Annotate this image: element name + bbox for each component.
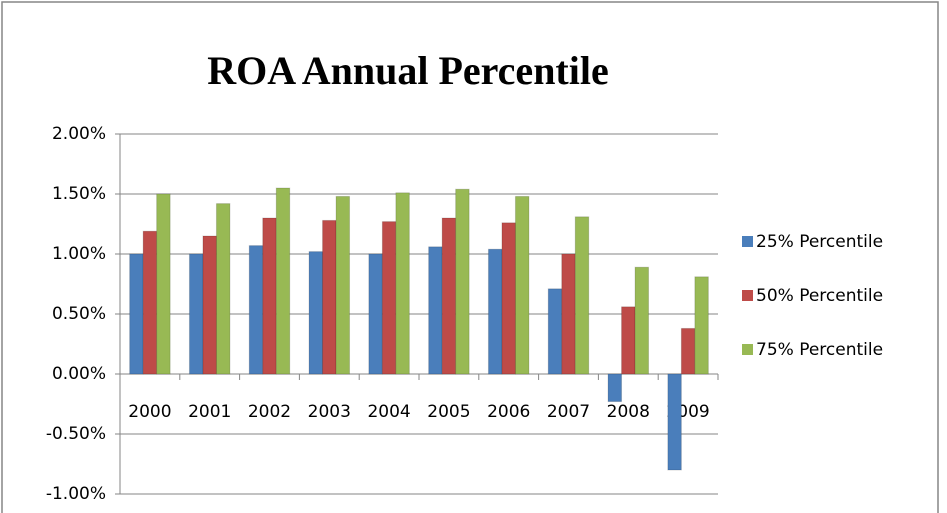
x-tick-label: 2007 — [547, 402, 590, 422]
bar — [680, 327, 696, 375]
bar — [634, 266, 650, 375]
y-tick-label: -1.00% — [46, 484, 106, 504]
bar — [381, 221, 397, 375]
x-tick-label: 2003 — [308, 402, 351, 422]
bar — [262, 217, 277, 375]
legend-swatch — [742, 290, 753, 301]
y-tick-label: 1.00% — [52, 244, 106, 264]
y-tick-label: -0.50% — [46, 424, 106, 444]
x-tick-label: 2000 — [128, 402, 171, 422]
y-tick-label: 2.00% — [52, 124, 106, 144]
bar — [248, 245, 264, 375]
legend-swatch — [742, 344, 753, 355]
y-tick-label: 1.50% — [52, 184, 106, 204]
y-tick-label: 0.50% — [52, 304, 106, 324]
bar — [694, 276, 709, 375]
bar — [322, 219, 337, 375]
bar — [455, 188, 470, 375]
legend-label: 75% Percentile — [756, 340, 883, 360]
x-tick-label: 2004 — [367, 402, 410, 422]
x-tick-label: 2002 — [248, 402, 291, 422]
legend-label: 25% Percentile — [756, 232, 883, 252]
bar — [514, 195, 530, 375]
bar — [621, 306, 636, 375]
bar — [395, 192, 410, 375]
x-tick-label: 2001 — [188, 402, 231, 422]
bar — [441, 217, 457, 375]
x-tick-label: 2005 — [427, 402, 470, 422]
bar — [202, 235, 217, 375]
legend-swatch — [742, 236, 753, 247]
bar — [275, 187, 291, 375]
y-tick-label: 0.00% — [52, 364, 106, 384]
bar — [368, 253, 383, 375]
legend-label: 50% Percentile — [756, 286, 883, 306]
bar — [487, 248, 503, 375]
bar — [129, 253, 144, 375]
bar — [501, 222, 516, 375]
x-tick-label: 2006 — [487, 402, 530, 422]
bar — [607, 373, 623, 403]
bar — [561, 253, 576, 375]
chart-title: ROA Annual Percentile — [207, 48, 608, 93]
bar — [335, 195, 351, 375]
bar — [156, 193, 171, 375]
bar — [188, 253, 204, 375]
bar — [215, 203, 231, 375]
bar — [547, 288, 563, 375]
bar — [428, 246, 443, 375]
bar — [667, 373, 682, 471]
x-tick-label: 2008 — [607, 402, 650, 422]
bar — [308, 251, 324, 375]
bar — [574, 216, 590, 375]
bar — [142, 230, 158, 375]
